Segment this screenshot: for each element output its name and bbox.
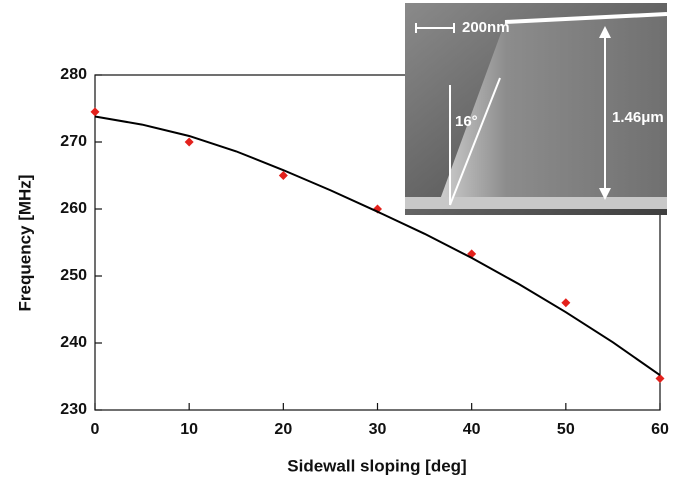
y-tick-label: 230 bbox=[60, 401, 87, 418]
x-tick-label: 20 bbox=[274, 421, 292, 438]
data-point bbox=[91, 107, 100, 116]
x-axis-label: Sidewall sloping [deg] bbox=[287, 456, 466, 475]
data-point bbox=[561, 298, 570, 307]
inset-substrate bbox=[405, 197, 667, 209]
y-axis-label: Frequency [MHz] bbox=[15, 175, 34, 312]
chart: Sidewall sloping [deg] Frequency [MHz] 2… bbox=[0, 0, 685, 483]
x-tick-label: 30 bbox=[369, 421, 387, 438]
annotation: 16° bbox=[455, 113, 478, 130]
data-point bbox=[185, 138, 194, 147]
y-tick-label: 260 bbox=[60, 200, 87, 217]
x-tick-label: 60 bbox=[651, 421, 669, 438]
data-point bbox=[656, 374, 665, 383]
x-tick-label: 40 bbox=[463, 421, 481, 438]
annotation: 1.46μm bbox=[612, 109, 664, 126]
annotation: 200nm bbox=[462, 19, 510, 36]
inset-image: 200nm 1.46μm 16° bbox=[405, 3, 667, 215]
x-tick-label: 50 bbox=[557, 421, 575, 438]
y-tick-label: 240 bbox=[60, 334, 87, 351]
y-tick-label: 280 bbox=[60, 66, 87, 83]
x-tick-label: 10 bbox=[180, 421, 198, 438]
x-tick-label: 0 bbox=[91, 421, 100, 438]
y-tick-label: 270 bbox=[60, 133, 87, 150]
y-tick-label: 250 bbox=[60, 267, 87, 284]
